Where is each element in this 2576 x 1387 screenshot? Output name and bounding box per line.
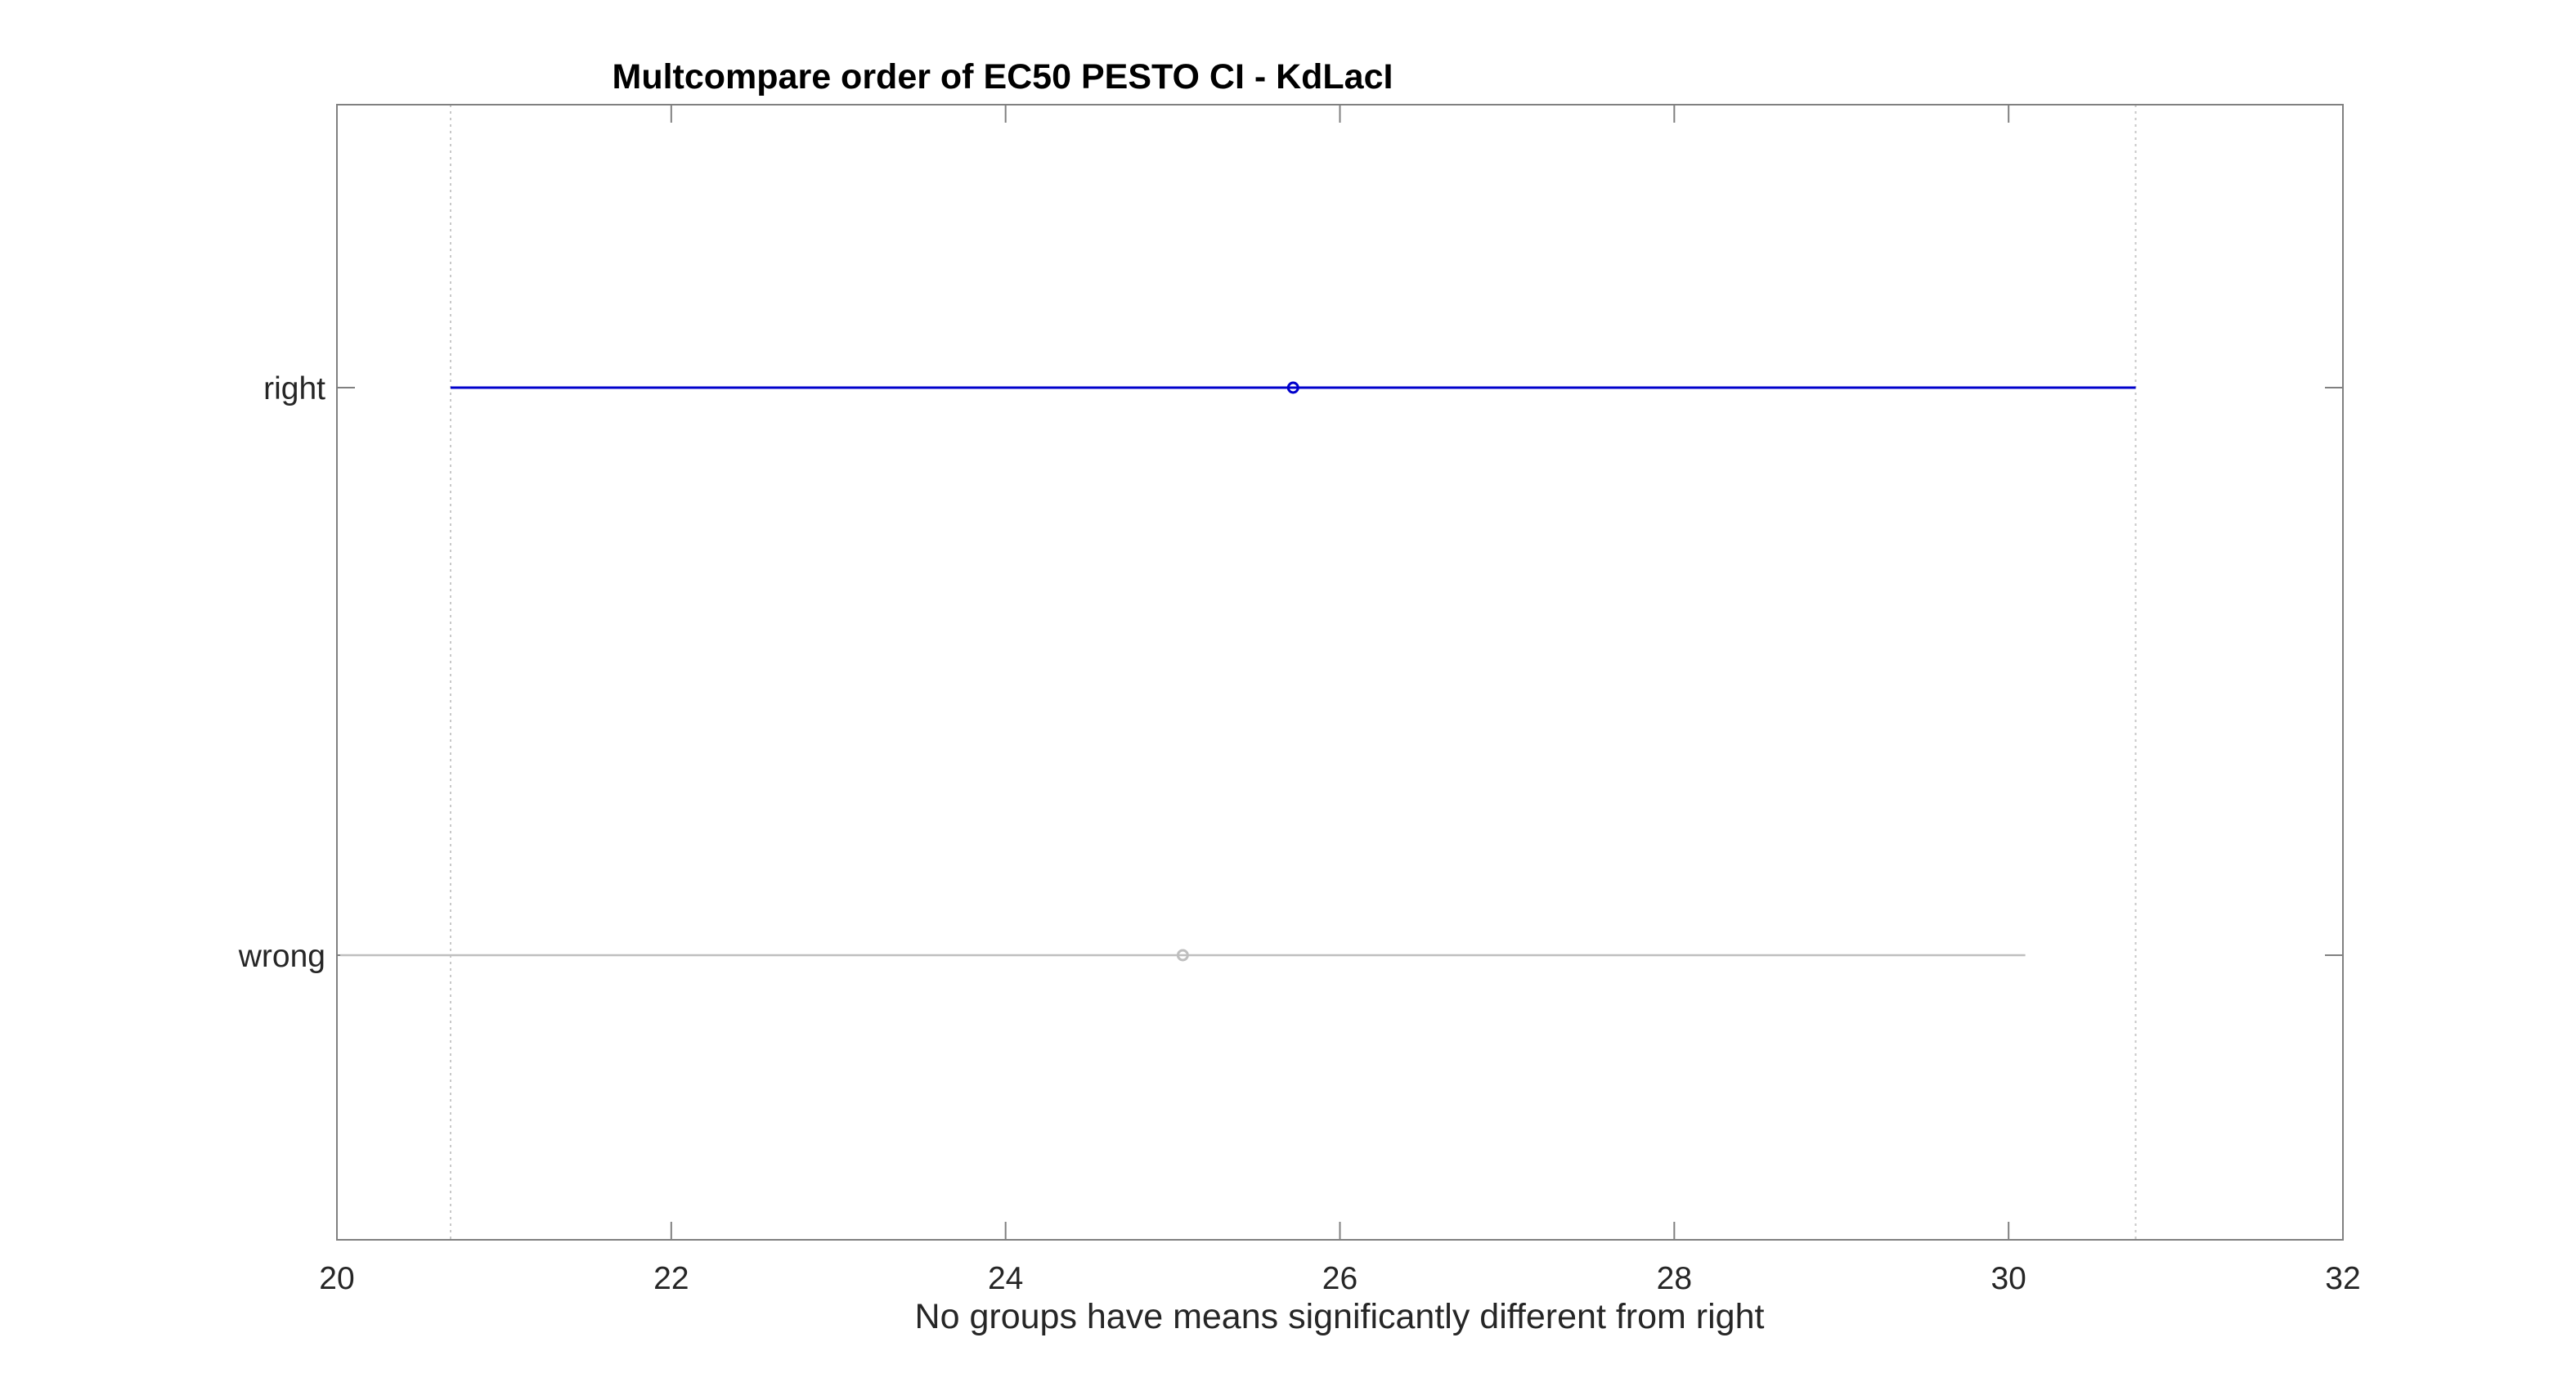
x-tick-label: 24 — [988, 1261, 1023, 1296]
chart-title: Multcompare order of EC50 PESTO CI - KdL… — [613, 57, 1393, 97]
plot-area — [336, 104, 2344, 1241]
reference-lines — [450, 105, 2137, 1240]
interval-series — [340, 381, 2136, 962]
x-tick-label: 26 — [1322, 1261, 1358, 1296]
mean-marker-right[interactable] — [1286, 381, 1299, 394]
x-tick-label: 22 — [653, 1261, 689, 1296]
x-tick-label: 32 — [2325, 1261, 2360, 1296]
x-tick-label: 30 — [1990, 1261, 2026, 1296]
y-tick-label-right: right — [263, 371, 325, 406]
y-tick-label-wrong: wrong — [238, 939, 325, 974]
x-tick-label: 20 — [319, 1261, 354, 1296]
mean-marker-wrong[interactable] — [1176, 949, 1189, 962]
x-axis-label: No groups have means significantly diffe… — [915, 1297, 1765, 1336]
x-axis: 20 22 24 26 28 30 32 — [319, 105, 2361, 1296]
x-tick-label: 28 — [1657, 1261, 1692, 1296]
y-axis: right wrong — [238, 371, 2343, 974]
